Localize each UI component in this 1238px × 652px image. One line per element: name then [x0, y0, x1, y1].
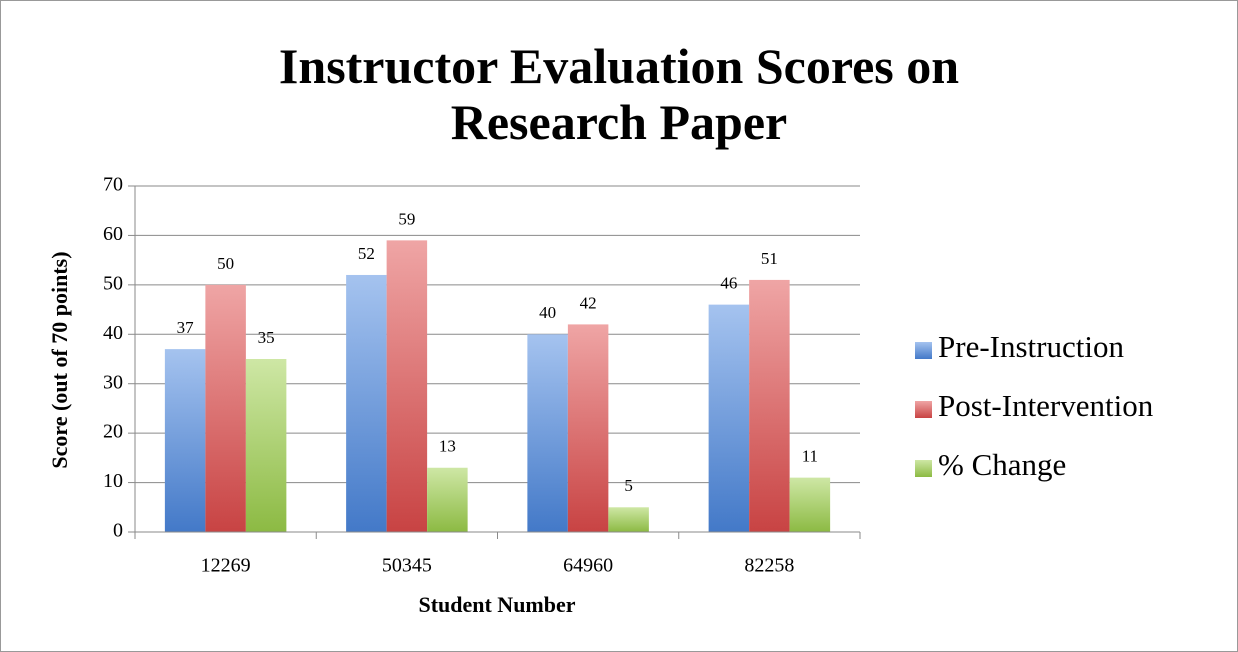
bar: [346, 274, 387, 532]
bar: [427, 467, 468, 532]
y-tick-label: 40: [103, 322, 123, 344]
x-tick-label: 82258: [744, 555, 794, 577]
x-axis-label: Student Number: [418, 592, 575, 617]
data-label: 35: [258, 328, 275, 347]
bar: [749, 279, 790, 532]
bar: [608, 507, 649, 532]
y-tick-label: 70: [103, 174, 123, 196]
data-label: 52: [358, 244, 375, 263]
legend-swatch: [915, 342, 932, 359]
bar: [567, 324, 609, 532]
legend-label: Pre-Instruction: [938, 329, 1124, 364]
bar: [527, 334, 568, 532]
data-label: 46: [720, 274, 737, 293]
data-label: 37: [177, 318, 195, 337]
bar: [164, 349, 206, 532]
bar: [245, 359, 287, 532]
x-tick-label: 50345: [382, 555, 432, 577]
legend-label: % Change: [938, 447, 1066, 482]
chart-title: Instructor Evaluation Scores on Research…: [278, 38, 960, 150]
data-label: 40: [539, 303, 556, 322]
data-label: 42: [580, 293, 597, 312]
y-tick-label: 30: [103, 371, 123, 393]
y-tick-label: 50: [103, 272, 123, 294]
bar: [386, 240, 428, 532]
y-tick-label: 0: [113, 520, 123, 542]
legend-label: Post-Intervention: [938, 388, 1154, 423]
legend-swatch: [915, 401, 932, 418]
bar: [789, 477, 831, 532]
data-label: 51: [761, 249, 778, 268]
y-axis-label: Score (out of 70 points): [47, 251, 72, 468]
data-label: 59: [398, 209, 415, 228]
data-label: 13: [439, 437, 456, 456]
bar: [205, 284, 246, 532]
y-tick-label: 60: [103, 223, 123, 245]
bar: [708, 304, 750, 532]
x-tick-label: 64960: [563, 555, 613, 577]
y-tick-label: 10: [103, 470, 123, 492]
y-tick-label: 20: [103, 421, 123, 443]
x-tick-label: 12269: [201, 555, 251, 577]
data-label: 11: [802, 447, 818, 466]
data-label: 50: [217, 254, 234, 273]
legend-swatch: [915, 460, 932, 477]
data-label: 5: [624, 476, 633, 495]
